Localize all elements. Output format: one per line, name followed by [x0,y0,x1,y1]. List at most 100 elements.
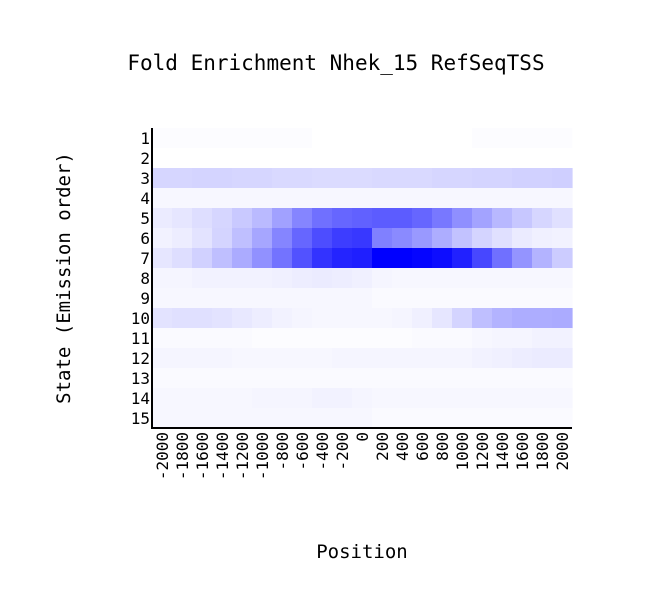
heatmap-cell [372,388,393,409]
x-axis-title: Position [316,541,408,563]
heatmap-cell [292,228,313,249]
heatmap-cell [152,228,173,249]
y-tick-label: 4 [140,189,150,208]
y-tick-label: 7 [140,249,150,268]
x-tick-label: -1400 [213,432,232,480]
heatmap-cell [412,308,433,329]
heatmap-cell [192,348,213,369]
heatmap-cell [192,188,213,209]
heatmap-cells [152,128,573,429]
heatmap-cell [292,148,313,169]
heatmap-cell [492,208,513,229]
heatmap-cell [212,368,233,389]
heatmap-cell [172,288,193,309]
heatmap-cell [512,228,533,249]
heatmap-cell [252,188,273,209]
y-axis-title: State (Emission order) [53,152,75,404]
x-tick-label: -1600 [193,432,212,480]
heatmap-cell [332,248,353,269]
heatmap-cell [232,248,253,269]
heatmap-cell [532,168,553,189]
heatmap-cell [412,328,433,349]
x-tick-label: 2000 [553,432,572,471]
heatmap-cell [512,208,533,229]
x-tick-label: -200 [333,432,352,471]
heatmap-cell [552,408,573,429]
heatmap-cell [352,328,373,349]
heatmap-cell [212,328,233,349]
heatmap-cell [152,248,173,269]
heatmap-cell [152,388,173,409]
heatmap-cell [532,408,553,429]
heatmap-cell [232,228,253,249]
heatmap-cell [232,208,253,229]
heatmap-cell [172,188,193,209]
heatmap-cell [212,208,233,229]
heatmap-cell [552,308,573,329]
heatmap-cell [432,308,453,329]
heatmap-cell [272,408,293,429]
heatmap-cell [312,308,333,329]
heatmap-cell [472,168,493,189]
heatmap-cell [272,228,293,249]
heatmap-cell [492,268,513,289]
y-tick-label: 12 [131,349,150,368]
heatmap-cell [432,388,453,409]
heatmap-cell [192,128,213,149]
heatmap-cell [412,128,433,149]
y-tick-label: 6 [140,229,150,248]
heatmap-cell [352,188,373,209]
heatmap-cell [532,348,553,369]
heatmap-cell [152,168,173,189]
heatmap-cell [332,228,353,249]
x-tick-label: 1000 [453,432,472,471]
heatmap-cell [492,148,513,169]
heatmap-cell [412,248,433,269]
heatmap-cell [212,228,233,249]
heatmap-cell [192,168,213,189]
heatmap-cell [392,388,413,409]
heatmap-cell [412,408,433,429]
heatmap-cell [372,228,393,249]
heatmap-cell [192,328,213,349]
heatmap-cell [552,348,573,369]
heatmap-cell [412,268,433,289]
heatmap-cell [152,348,173,369]
heatmap-cell [452,288,473,309]
heatmap-cell [332,348,353,369]
heatmap-cell [512,168,533,189]
heatmap-cell [432,248,453,269]
heatmap-cell [472,128,493,149]
heatmap-cell [212,288,233,309]
heatmap-cell [352,348,373,369]
heatmap-cell [552,288,573,309]
heatmap-cell [532,368,553,389]
heatmap-cell [272,168,293,189]
heatmap-cell [192,288,213,309]
heatmap-cell [332,368,353,389]
heatmap-cell [152,208,173,229]
heatmap-cell [372,308,393,329]
heatmap-cell [532,128,553,149]
heatmap-cell [452,208,473,229]
heatmap-cell [212,308,233,329]
heatmap-cell [232,348,253,369]
heatmap-cell [312,368,333,389]
heatmap-cell [252,328,273,349]
heatmap-cell [452,188,473,209]
heatmap-cell [432,348,453,369]
heatmap-cell [472,148,493,169]
heatmap-cell [432,328,453,349]
heatmap-cell [452,268,473,289]
heatmap-cell [452,328,473,349]
heatmap-cell [492,308,513,329]
heatmap-cell [172,148,193,169]
heatmap-cell [232,268,253,289]
heatmap-cell [552,268,573,289]
heatmap-cell [432,168,453,189]
heatmap-cell [292,288,313,309]
heatmap-cell [392,188,413,209]
heatmap-cell [292,128,313,149]
heatmap-cell [432,148,453,169]
